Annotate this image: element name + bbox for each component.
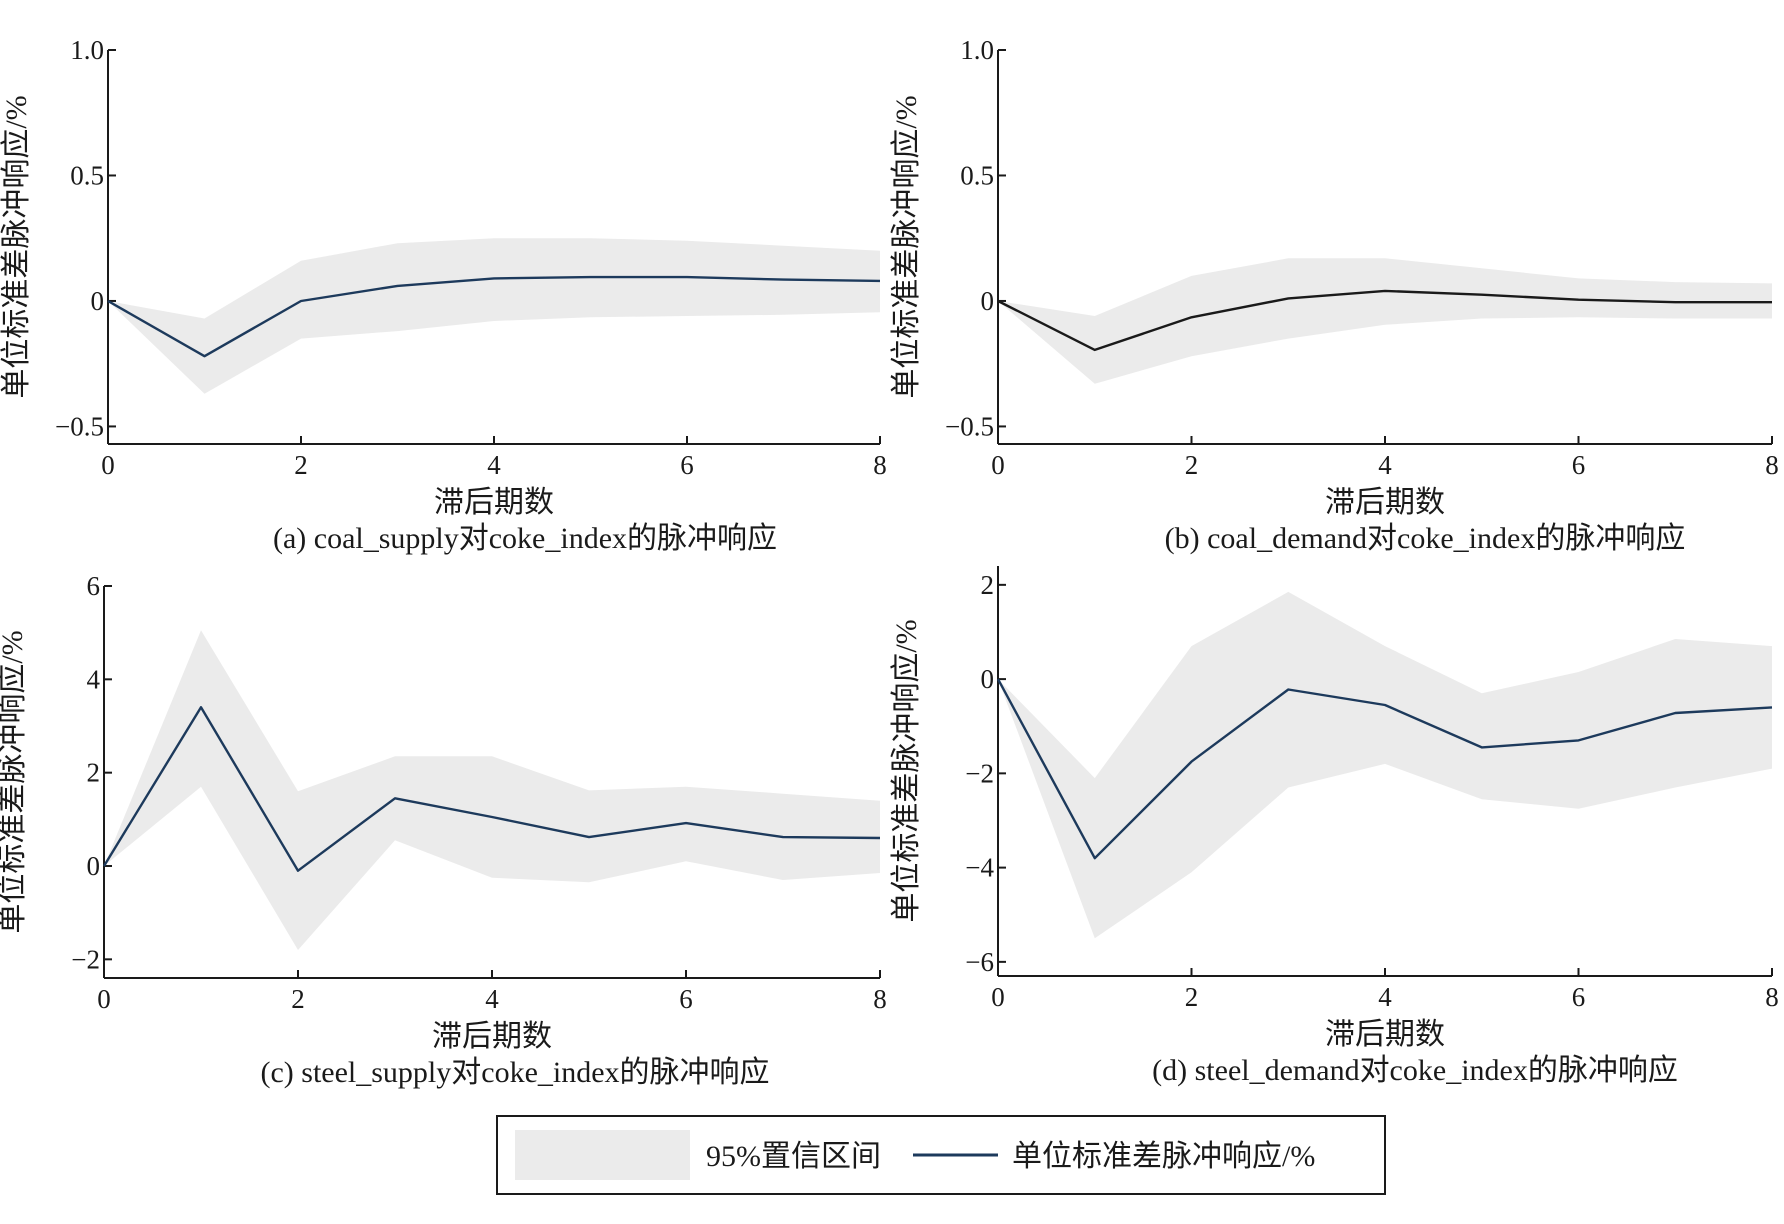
legend-line-label: 单位标准差脉冲响应/%	[1012, 1140, 1315, 1173]
y-tick-label-c: 4	[87, 664, 101, 694]
y-tick-label-b: 0.5	[960, 160, 994, 190]
x-tick-label-a: 4	[487, 450, 501, 480]
impulse-response-line-c	[102, 706, 881, 872]
impulse-response-line-b	[997, 289, 1772, 352]
confidence-band-d	[998, 591, 1772, 939]
x-tick-label-c: 0	[97, 984, 111, 1014]
y-tick-label-c: 2	[87, 758, 101, 788]
x-tick-label-d: 4	[1378, 982, 1392, 1012]
y-axis-title-d: 单位标准差脉冲响应/%	[890, 619, 923, 922]
y-tick-label-a: 0	[91, 286, 105, 316]
panel-c: −2 0 2 4 6 0 2 4 6 8 滞后期数 单位标准差脉冲响应/% (c) steel_supp…	[0, 571, 887, 1089]
y-tick-label-d: 2	[981, 570, 995, 600]
y-tick-label-b: 0	[981, 286, 995, 316]
x-tick-label-c: 6	[679, 984, 693, 1014]
x-tick-label-d: 0	[991, 982, 1005, 1012]
panel-a: −0.5 0 0.5 1.0 0 2 4 6 8 滞后期数 单位标准差脉冲响应/% (a) coal_…	[0, 35, 887, 555]
x-axis-title-a: 滞后期数	[434, 486, 554, 519]
x-tick-label-c: 4	[485, 984, 499, 1014]
x-tick-label-a: 2	[294, 450, 308, 480]
panel-caption-a: (a) coal_supply对coke_index的脉冲响应	[273, 522, 777, 555]
legend-band-swatch	[515, 1130, 690, 1180]
x-tick-label-b: 4	[1378, 450, 1392, 480]
impulse-response-line-a	[107, 275, 881, 358]
panel-caption-d: (d) steel_demand对coke_index的脉冲响应	[1152, 1054, 1678, 1087]
y-tick-label-a: −0.5	[55, 411, 104, 441]
y-axis-title-c: 单位标准差脉冲响应/%	[0, 630, 29, 933]
y-tick-label-d: −2	[965, 758, 994, 788]
impulse-response-line-d	[996, 678, 1773, 860]
legend-band-label: 95%置信区间	[706, 1140, 881, 1173]
y-tick-label-c: 6	[87, 571, 101, 601]
panel-caption-b: (b) coal_demand对coke_index的脉冲响应	[1165, 522, 1686, 555]
x-tick-label-d: 8	[1765, 982, 1779, 1012]
x-tick-label-d: 6	[1572, 982, 1586, 1012]
confidence-band-c	[104, 630, 880, 950]
y-tick-label-d: 0	[981, 664, 995, 694]
x-tick-label-b: 6	[1572, 450, 1586, 480]
y-axis-title-b: 单位标准差脉冲响应/%	[890, 95, 923, 398]
x-tick-label-a: 0	[101, 450, 115, 480]
confidence-band-b	[998, 258, 1772, 384]
x-tick-label-a: 8	[873, 450, 887, 480]
y-tick-label-c: 0	[87, 851, 101, 881]
y-tick-label-b: −0.5	[945, 411, 994, 441]
x-tick-label-b: 8	[1765, 450, 1779, 480]
x-axis-title-c: 滞后期数	[432, 1020, 552, 1053]
confidence-band-a	[108, 238, 880, 394]
x-tick-label-c: 2	[291, 984, 305, 1014]
x-axis-title-d: 滞后期数	[1325, 1018, 1445, 1051]
x-tick-label-b: 0	[991, 450, 1005, 480]
x-tick-label-a: 6	[680, 450, 694, 480]
x-axis-title-b: 滞后期数	[1325, 486, 1445, 519]
panel-d: −6 −4 −2 0 2 0 2 4 6 8 滞后期数 单位标准差脉冲响应/% (d) steel_de…	[890, 566, 1779, 1087]
x-tick-label-b: 2	[1185, 450, 1199, 480]
legend: 95%置信区间 单位标准差脉冲响应/%	[496, 1115, 1386, 1195]
panel-caption-c: (c) steel_supply对coke_index的脉冲响应	[260, 1056, 769, 1089]
panel-b: −0.5 0 0.5 1.0 0 2 4 6 8 滞后期数 单位标准差脉冲响应/% (b) coal_…	[890, 35, 1779, 555]
y-tick-label-a: 0.5	[70, 160, 104, 190]
y-tick-label-b: 1.0	[960, 35, 994, 65]
y-tick-label-d: −4	[965, 853, 994, 883]
y-axis-title-a: 单位标准差脉冲响应/%	[0, 95, 33, 398]
y-tick-label-a: 1.0	[70, 35, 104, 65]
x-tick-label-d: 2	[1185, 982, 1199, 1012]
x-tick-label-c: 8	[873, 984, 887, 1014]
y-tick-label-d: −6	[965, 947, 994, 977]
y-tick-label-c: −2	[71, 944, 100, 974]
